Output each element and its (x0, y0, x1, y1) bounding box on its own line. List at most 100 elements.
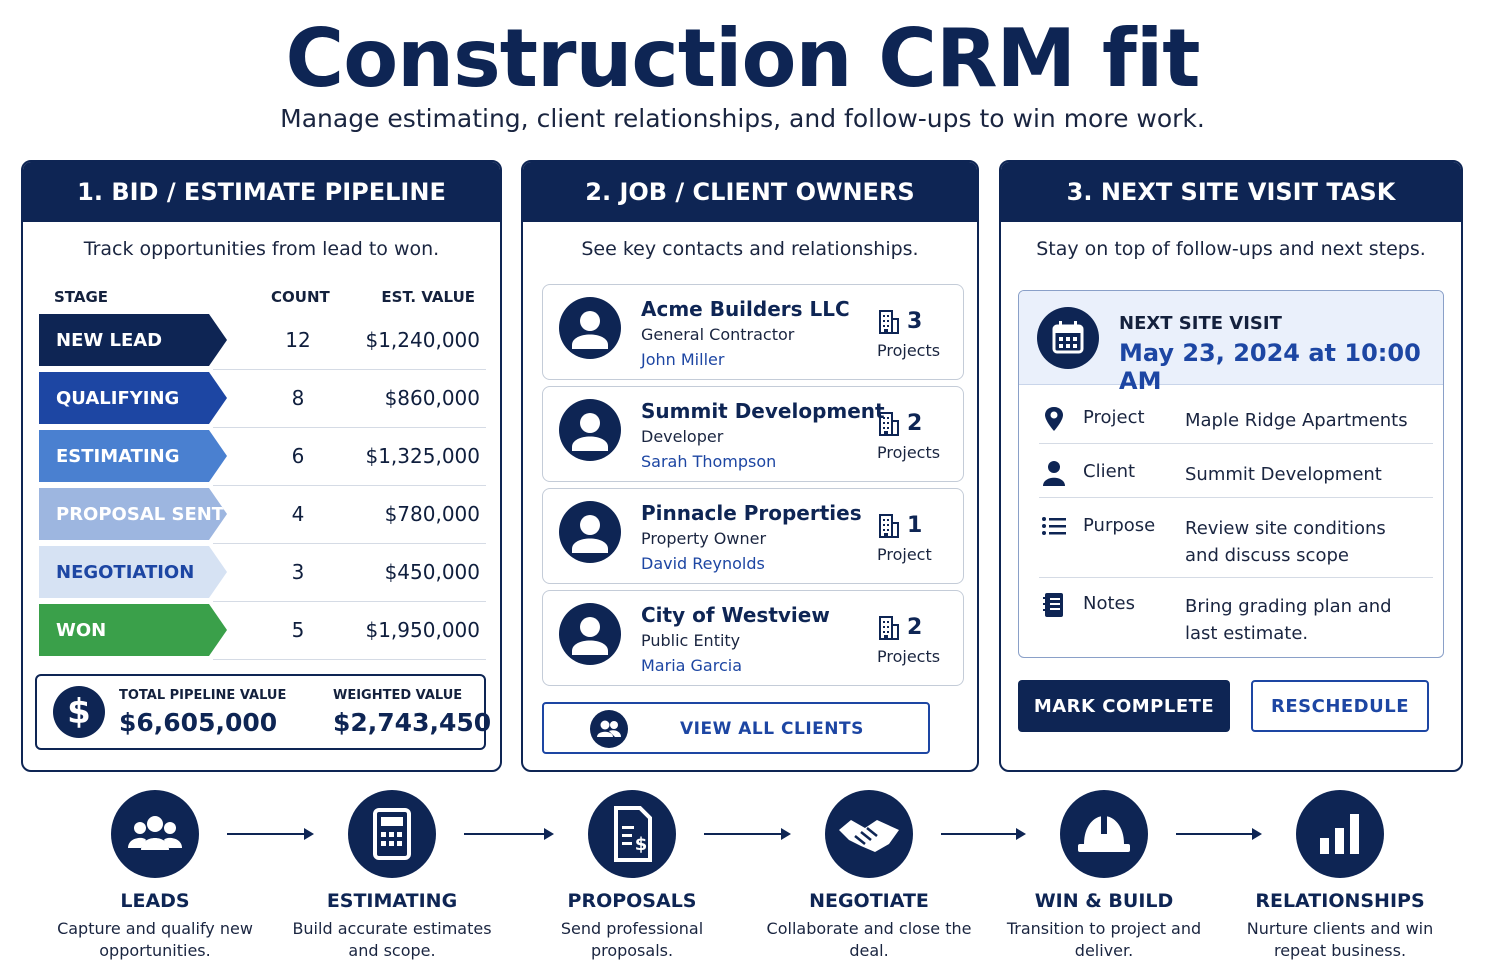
client-contact[interactable]: Maria Garcia (641, 656, 742, 675)
notebook-icon (1041, 591, 1067, 619)
mark-complete-button[interactable]: MARK COMPLETE (1018, 680, 1230, 732)
column-header-stage: STAGE (54, 288, 109, 306)
client-role: General Contractor (641, 325, 795, 344)
detail-key: Client (1083, 461, 1136, 482)
stage-label: WON (39, 604, 227, 656)
detail-key: Project (1083, 407, 1145, 428)
clients-panel: 2. JOB / CLIENT OWNERS See key contacts … (521, 160, 979, 772)
stage-value: $450,000 (384, 560, 480, 584)
pipeline-row: PROPOSAL SENT 4 $780,000 (23, 488, 500, 544)
stage-label: PROPOSAL SENT (39, 488, 227, 540)
detail-divider (1039, 443, 1433, 444)
list-icon (1041, 513, 1067, 541)
client-name: Acme Builders LLC (641, 297, 850, 321)
stage-count: 6 (291, 444, 305, 468)
workflow-step-title: LEADS (120, 890, 190, 912)
building-icon (878, 513, 900, 539)
column-header-count: COUNT (271, 288, 330, 306)
building-icon (878, 309, 900, 335)
weighted-value-label: WEIGHTED VALUE (333, 688, 463, 703)
next-site-visit-date: May 23, 2024 at 10:00 AM (1119, 339, 1421, 395)
arrow-right-icon (704, 826, 791, 842)
bar-chart-icon (1296, 790, 1384, 878)
workflow-step-description: Send professional proposals. (560, 919, 704, 960)
arrow-right-icon (1176, 826, 1262, 842)
stage-count: 5 (291, 618, 305, 642)
reschedule-button[interactable]: RESCHEDULE (1251, 680, 1429, 732)
page-title: Construction CRM fit (285, 12, 1201, 105)
client-card[interactable]: City of Westview Public Entity Maria Garci… (542, 590, 964, 686)
calculator-icon (348, 790, 436, 878)
row-divider (213, 369, 486, 370)
workflow-step-description: Transition to project and deliver. (1006, 919, 1202, 960)
total-pipeline-label: TOTAL PIPELINE VALUE (119, 688, 287, 703)
column-header-value: EST. VALUE (381, 288, 475, 306)
client-card[interactable]: Acme Builders LLC General Contractor John … (542, 284, 964, 380)
workflow-step: WIN & BUILD Transition to project and del… (994, 790, 1214, 962)
project-count: 1 (907, 513, 923, 538)
project-count: 2 (907, 615, 923, 640)
pipeline-row: NEGOTIATION 3 $450,000 (23, 546, 500, 602)
pipeline-row: QUALIFYING 8 $860,000 (23, 372, 500, 428)
workflow-step-title: RELATIONSHIPS (1255, 890, 1425, 912)
client-card[interactable]: Pinnacle Properties Property Owner David R… (542, 488, 964, 584)
stage-label: ESTIMATING (39, 430, 227, 482)
project-count: 3 (907, 309, 923, 334)
stage-label: QUALIFYING (39, 372, 227, 424)
pipeline-panel: 1. BID / ESTIMATE PIPELINE Track opportu… (21, 160, 502, 772)
pipeline-totals: $ TOTAL PIPELINE VALUE $6,605,000 WEIGHT… (35, 674, 491, 750)
workflow-step: NEGOTIATE Collaborate and close the deal. (759, 790, 979, 962)
site-visit-panel: 3. NEXT SITE VISIT TASK Stay on top of f… (999, 160, 1463, 772)
workflow-step-description: Nurture clients and win repeat business. (1246, 919, 1434, 960)
calendar-icon (1037, 307, 1099, 369)
stage-label: NEW LEAD (39, 314, 227, 366)
view-all-clients-button[interactable]: VIEW ALL CLIENTS (542, 702, 930, 754)
detail-value: Review site conditions and discuss scope (1185, 518, 1386, 566)
workflow-step-title: WIN & BUILD (1034, 890, 1174, 912)
row-divider (213, 485, 486, 486)
pipeline-row: WON 5 $1,950,000 (23, 604, 500, 660)
client-contact[interactable]: Sarah Thompson (641, 452, 777, 471)
detail-value: Bring grading plan and last estimate. (1185, 596, 1392, 644)
workflow-step: LEADS Capture and qualify new opportuniti… (45, 790, 265, 962)
detail-value: Summit Development (1185, 464, 1382, 485)
project-count: 2 (907, 411, 923, 436)
avatar-icon (559, 603, 621, 665)
pipeline-description: Track opportunities from lead to won. (83, 238, 440, 260)
client-role: Property Owner (641, 529, 767, 548)
workflow-step-title: PROPOSALS (567, 890, 697, 912)
client-card[interactable]: Summit Development Developer Sarah Thompso… (542, 386, 964, 482)
avatar-icon (559, 399, 621, 461)
workflow-step-description: Collaborate and close the deal. (766, 919, 972, 960)
site-visit-description: Stay on top of follow-ups and next steps… (1036, 238, 1426, 260)
workflow-step-description: Build accurate estimates and scope. (292, 919, 492, 960)
avatar-icon (559, 501, 621, 563)
clients-heading: 2. JOB / CLIENT OWNERS (523, 162, 977, 222)
map-pin-icon (1041, 405, 1067, 433)
client-name: City of Westview (641, 603, 830, 627)
site-visit-heading: 3. NEXT SITE VISIT TASK (1001, 162, 1461, 222)
client-contact[interactable]: David Reynolds (641, 554, 765, 573)
client-name: Pinnacle Properties (641, 501, 862, 525)
stage-value: $780,000 (384, 502, 480, 526)
weighted-value: $2,743,450 (333, 708, 492, 737)
stage-count: 12 (285, 328, 311, 352)
view-all-clients-label: VIEW ALL CLIENTS (680, 719, 864, 739)
project-count-label: Projects (877, 647, 941, 666)
people-icon (590, 710, 628, 748)
project-count-label: Project (877, 545, 932, 564)
client-role: Developer (641, 427, 724, 446)
arrow-right-icon (227, 826, 314, 842)
workflow-step: RELATIONSHIPS Nurture clients and win rep… (1230, 790, 1450, 962)
site-visit-card: NEXT SITE VISIT May 23, 2024 at 10:00 AM… (1018, 290, 1444, 658)
svg-text:$: $ (635, 834, 648, 855)
avatar-icon (559, 297, 621, 359)
stage-value: $860,000 (384, 386, 480, 410)
project-count-label: Projects (877, 443, 941, 462)
building-icon (878, 411, 900, 437)
client-name: Summit Development (641, 399, 885, 423)
client-contact[interactable]: John Miller (641, 350, 725, 369)
hard-hat-icon (1060, 790, 1148, 878)
stage-count: 3 (291, 560, 305, 584)
pipeline-row: NEW LEAD 12 $1,240,000 (23, 314, 500, 370)
